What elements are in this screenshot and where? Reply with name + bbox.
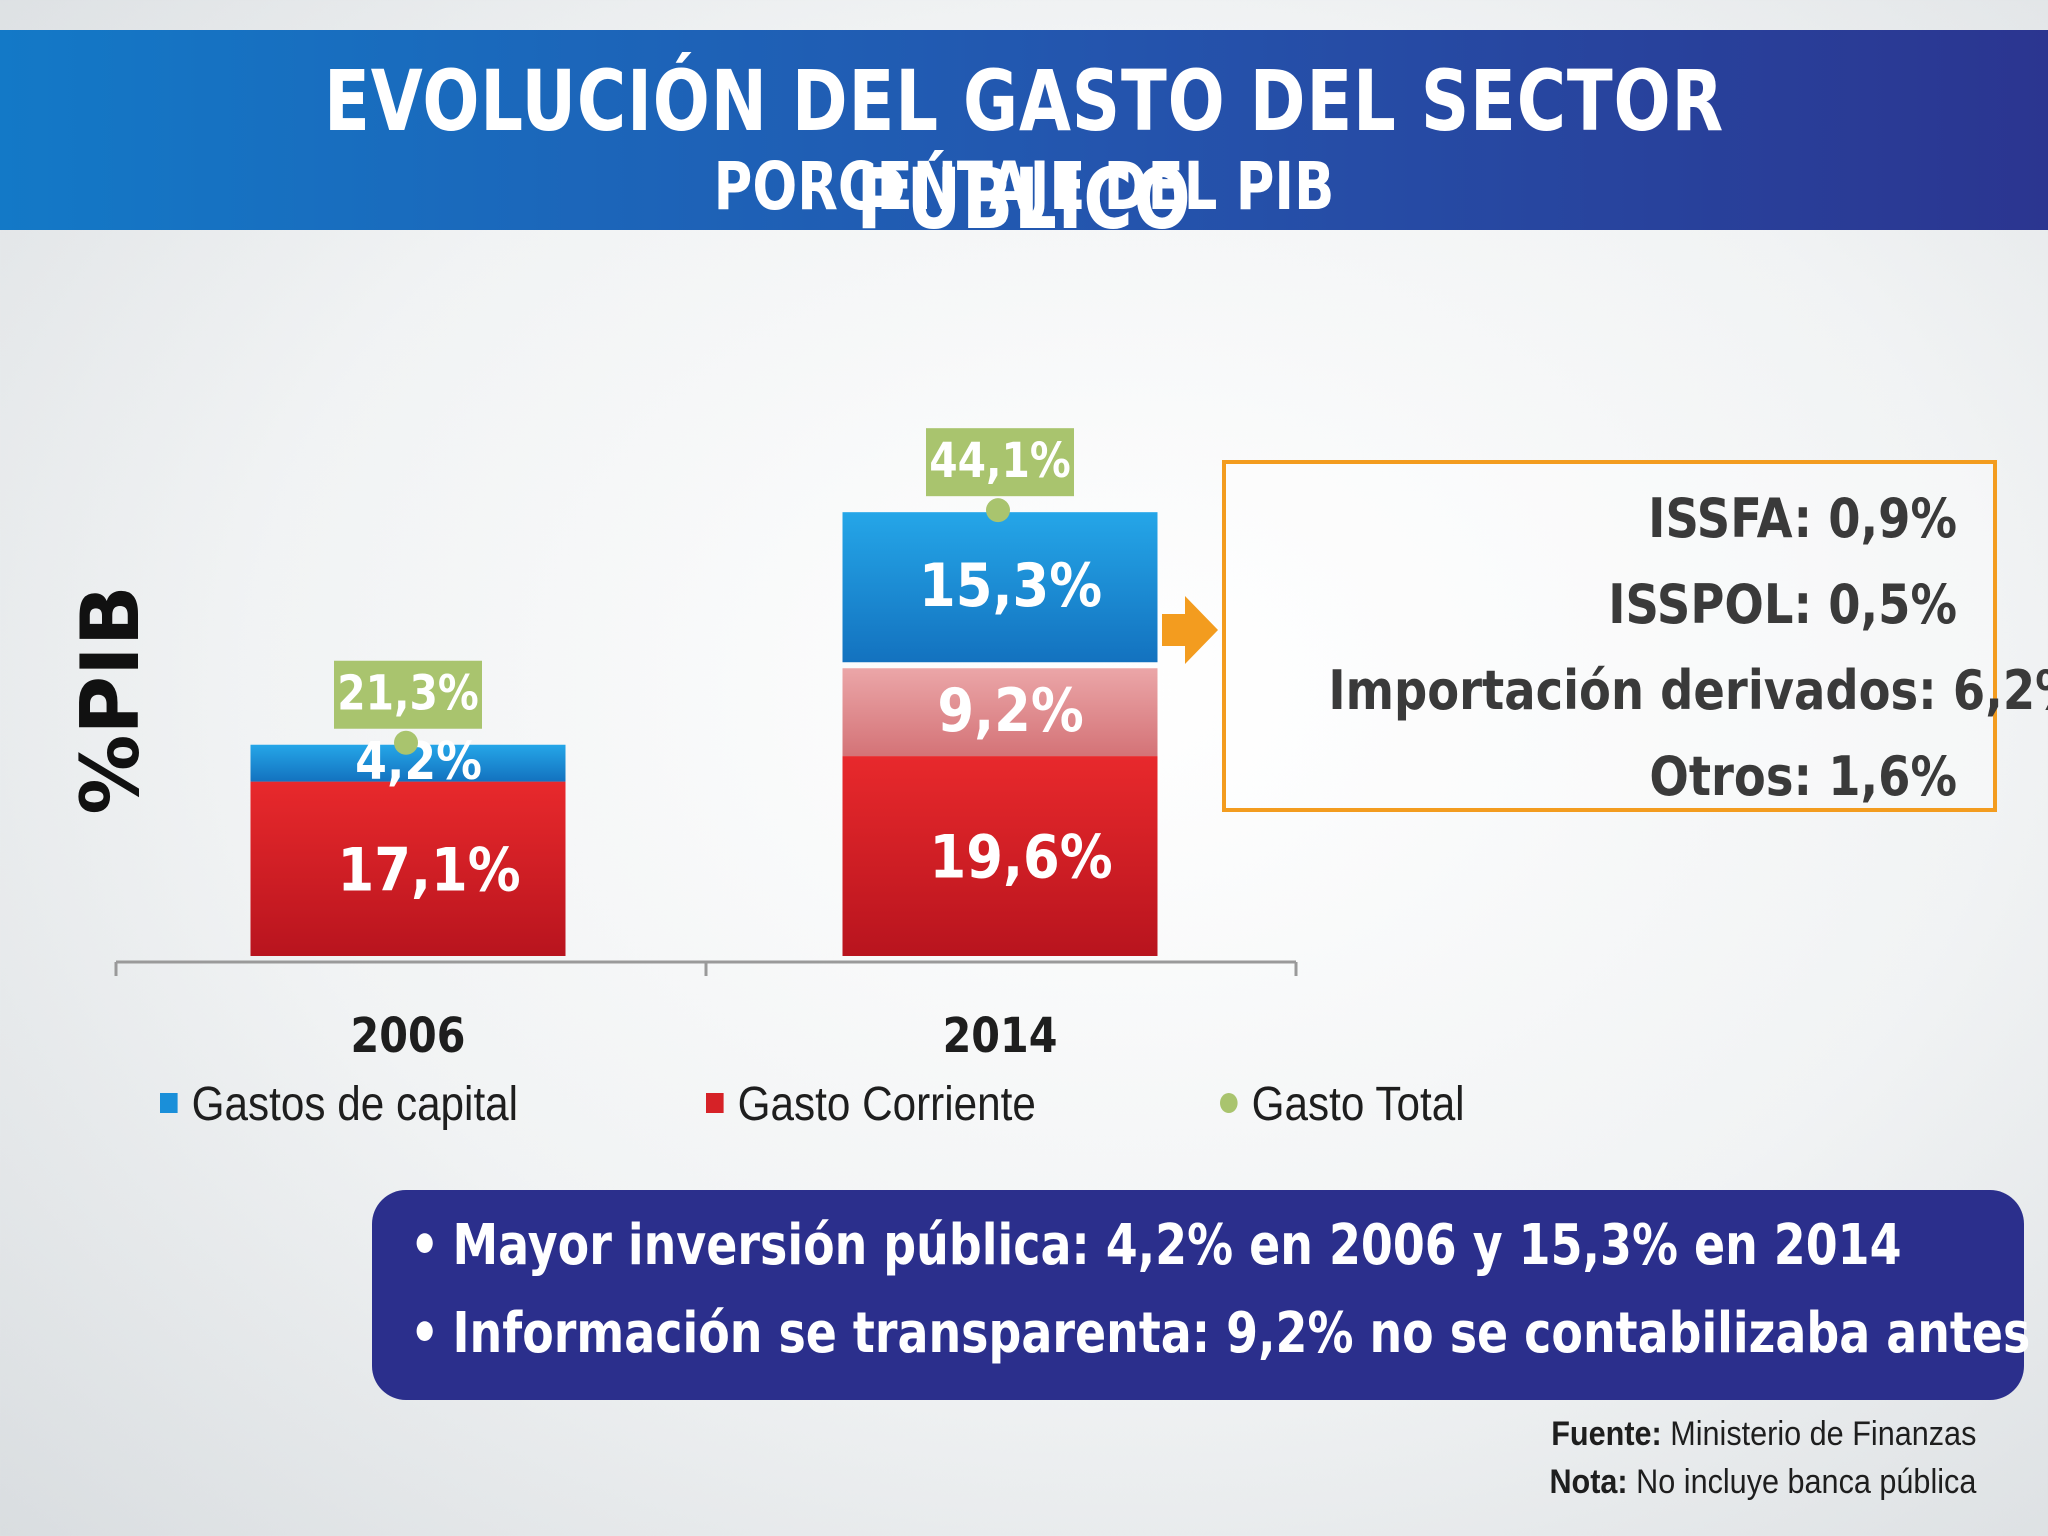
legend-item-corriente: Gasto Corriente [706, 1070, 1036, 1140]
total-dot [986, 498, 1010, 523]
note-text: Información se transparenta: 9,2% no se … [452, 1301, 2031, 1366]
note-text: Mayor inversión pública: 4,2% en 2006 y … [452, 1213, 1902, 1278]
total-label-box [334, 660, 482, 729]
footer-source-label: Fuente: [1550, 1415, 1662, 1453]
total-label: 44,1% [929, 433, 1071, 489]
legend-label-total: Gasto Total [1251, 1078, 1465, 1131]
total-dot [394, 730, 418, 755]
legend-label-corriente: Gasto Corriente [737, 1078, 1036, 1131]
arrow-icon [1162, 596, 1218, 664]
footer-source-text: Ministerio de Finanzas [1669, 1415, 1976, 1453]
breakdown-item-otros: Otros: 1,6% [1649, 745, 1957, 808]
notes-box: • Mayor inversión pública: 4,2% en 2006 y… [372, 1190, 2030, 1400]
chart-subtitle: PORCENTAJE DEL PIB [713, 148, 1335, 225]
legend-item-capital: Gastos de capital [160, 1070, 518, 1140]
note-item: • Información se transparenta: 9,2% no se… [410, 1290, 2030, 1378]
bar-segment-label: 17,1% [338, 836, 521, 905]
bar-segment-label: 15,3% [919, 552, 1102, 621]
note-bullet: • [410, 1301, 440, 1366]
legend-label-capital: Gastos de capital [191, 1078, 519, 1131]
bar-segment-label: 4,2% [355, 731, 482, 792]
note-item: • Mayor inversión pública: 4,2% en 2006 y… [410, 1202, 1902, 1290]
footer-note-text: No incluye banca pública [1635, 1463, 1976, 1501]
footer-note: Nota: No incluye banca pública [1549, 1458, 1976, 1506]
chart-title: EVOLUCIÓN DEL GASTO DEL SECTOR PÚBLICO [324, 52, 1724, 248]
breakdown-item-isspol: ISSPOL: 0,5% [1608, 573, 1957, 636]
total-label: 21,3% [337, 666, 479, 722]
chart-legend: Gastos de capital Gasto Corriente Gasto … [0, 1070, 2048, 1140]
bar-segment-capital [842, 512, 1158, 663]
footer-note-label: Nota: [1549, 1463, 1628, 1501]
x-tick-label: 2014 [943, 1007, 1058, 1064]
legend-swatch-capital [160, 1093, 178, 1114]
footer: Fuente: Ministerio de Finanzas Nota: No … [1502, 1410, 1976, 1506]
stacked-bar-chart: 17,1% 4,2% 21,3% 2006 19,6% 9,2% 15,3% 44,1% 201… [64, 428, 1298, 1064]
breakdown-item-importacion: Importación derivados: 6,2% [1328, 659, 2048, 722]
bar-segment-corriente [250, 781, 566, 956]
footer-source: Fuente: Ministerio de Finanzas [1549, 1410, 1976, 1458]
breakdown-box: ISSFA: 0,9% ISSPOL: 0,5% Importación der… [1222, 460, 2048, 812]
note-bullet: • [410, 1213, 440, 1278]
legend-item-total: Gasto Total [1220, 1070, 1465, 1140]
y-axis-label: %PIB [64, 585, 157, 815]
total-label-box [926, 428, 1074, 497]
x-tick-label: 2006 [351, 1007, 466, 1064]
legend-swatch-corriente [706, 1093, 724, 1114]
bar-segment-label: 19,6% [930, 823, 1113, 892]
bar-segment-transparentado [842, 668, 1158, 757]
bar-segment-corriente [842, 756, 1158, 956]
bar-segment-label: 9,2% [937, 677, 1083, 746]
legend-swatch-total [1220, 1093, 1238, 1114]
breakdown-item-issfa: ISSFA: 0,9% [1648, 487, 1957, 550]
chart-header: EVOLUCIÓN DEL GASTO DEL SECTOR PÚBLICO P… [0, 30, 2048, 248]
